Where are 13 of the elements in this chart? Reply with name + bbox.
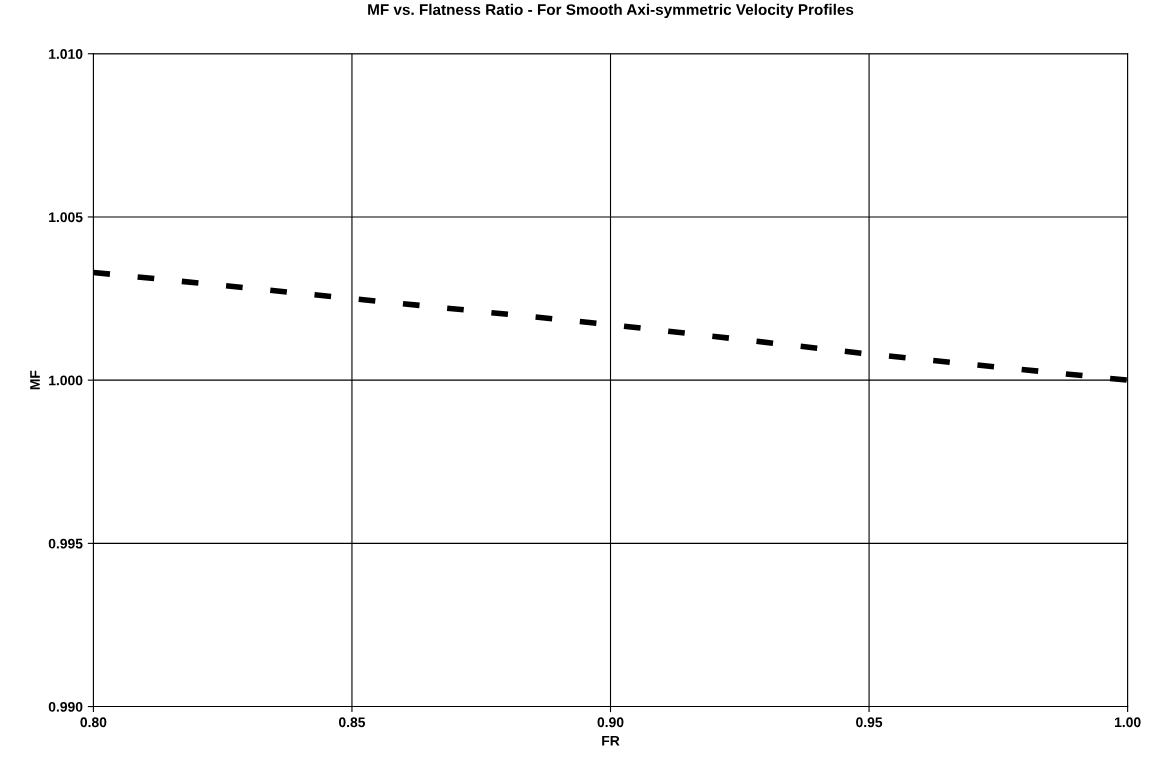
- y-axis-title: MF: [30, 370, 40, 390]
- x-tick-label: 0.80: [80, 717, 107, 728]
- x-tick-label: 0.95: [856, 717, 883, 728]
- chart-title: MF vs. Flatness Ratio - For Smooth Axi-symmetric Velocity Profiles: [368, 3, 854, 19]
- x-tick-label: 0.85: [338, 717, 366, 728]
- x-tick-label: 0.90: [597, 717, 624, 728]
- y-tick-label: 1.000: [49, 375, 83, 386]
- x-axis-title: FR: [602, 735, 620, 746]
- y-tick-label: 0.990: [48, 701, 83, 712]
- y-tick-label: 1.010: [49, 49, 83, 59]
- y-tick-label: 0.995: [48, 538, 83, 549]
- x-tick-label: 1.00: [1114, 717, 1141, 728]
- y-tick-label: 1.005: [49, 212, 83, 223]
